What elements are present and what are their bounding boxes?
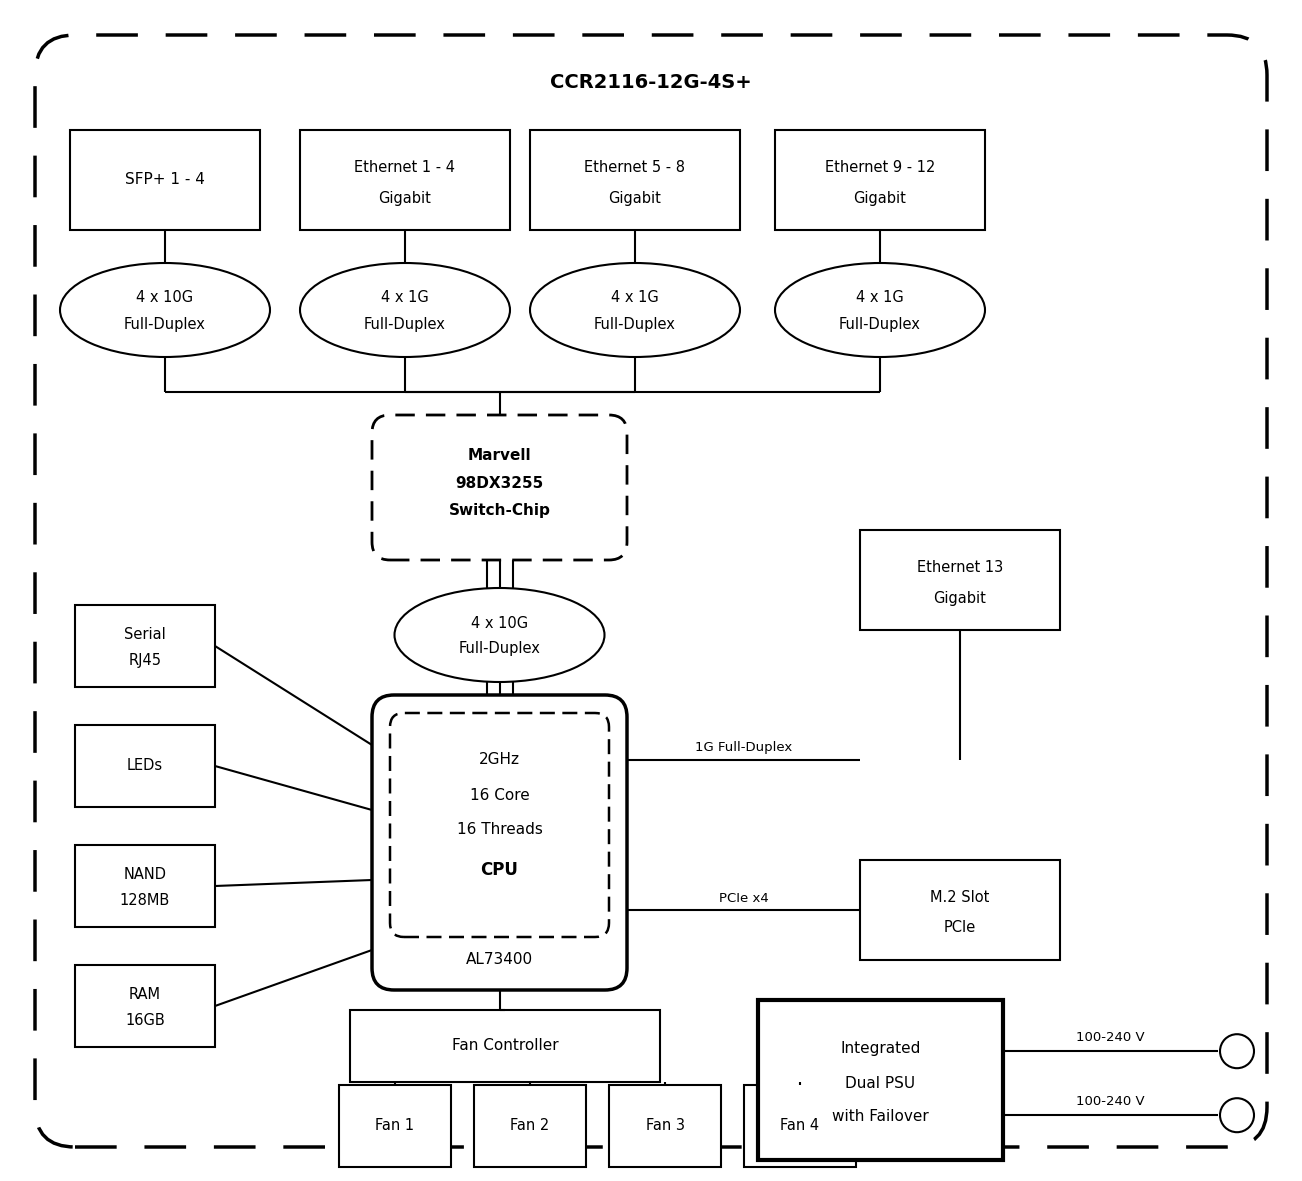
Bar	[861, 530, 1060, 629]
Circle shape	[1220, 1035, 1254, 1068]
Text: CCR2116-12G-4S+: CCR2116-12G-4S+	[551, 72, 751, 91]
Bar	[76, 725, 215, 807]
Text: Gigabit: Gigabit	[379, 190, 431, 205]
Ellipse shape	[60, 263, 270, 357]
Bar	[76, 965, 215, 1048]
Bar	[339, 1085, 450, 1167]
Text: 4 x 10G: 4 x 10G	[471, 615, 529, 631]
Text: 98DX3255: 98DX3255	[456, 476, 544, 490]
Text: RJ45: RJ45	[129, 653, 161, 668]
Text: CPU: CPU	[480, 861, 518, 879]
Ellipse shape	[395, 588, 604, 681]
Text: Fan 3: Fan 3	[646, 1118, 685, 1134]
Text: 2GHz: 2GHz	[479, 752, 519, 768]
Text: Integrated: Integrated	[840, 1040, 921, 1056]
Text: PCIe x4: PCIe x4	[719, 892, 768, 905]
Text: Ethernet 13: Ethernet 13	[917, 561, 1003, 575]
Text: Gigabit: Gigabit	[608, 190, 661, 205]
Text: NAND: NAND	[124, 867, 167, 882]
Text: LEDs: LEDs	[126, 758, 163, 774]
Text: Gigabit: Gigabit	[854, 190, 906, 205]
Bar	[861, 860, 1060, 960]
Text: Full-Duplex: Full-Duplex	[594, 317, 676, 332]
Text: 4 x 1G: 4 x 1G	[611, 291, 659, 306]
Text: Full-Duplex: Full-Duplex	[838, 317, 921, 332]
Text: Switch-Chip: Switch-Chip	[449, 503, 551, 518]
Bar	[530, 130, 740, 230]
Bar	[743, 1085, 855, 1167]
Text: 16 Core: 16 Core	[470, 788, 530, 803]
Text: Fan 1: Fan 1	[375, 1118, 414, 1134]
Bar	[76, 605, 215, 687]
Text: 100-240 V: 100-240 V	[1077, 1095, 1144, 1108]
Text: Fan Controller: Fan Controller	[452, 1038, 559, 1053]
Text: Gigabit: Gigabit	[934, 590, 987, 606]
Text: Full-Duplex: Full-Duplex	[458, 641, 540, 657]
Ellipse shape	[775, 263, 986, 357]
Bar	[350, 1010, 660, 1082]
Text: Fan 2: Fan 2	[510, 1118, 549, 1134]
Text: Full-Duplex: Full-Duplex	[124, 317, 206, 332]
Bar	[76, 844, 215, 927]
Text: Marvell: Marvell	[467, 448, 531, 463]
Text: Ethernet 5 - 8: Ethernet 5 - 8	[585, 161, 685, 176]
Text: M.2 Slot: M.2 Slot	[931, 890, 990, 906]
Text: PCIe: PCIe	[944, 920, 976, 935]
Ellipse shape	[299, 263, 510, 357]
Bar	[609, 1085, 721, 1167]
Text: Fan 4: Fan 4	[780, 1118, 819, 1134]
Text: Dual PSU: Dual PSU	[845, 1076, 915, 1091]
Text: AL73400: AL73400	[466, 953, 533, 967]
FancyBboxPatch shape	[35, 35, 1267, 1147]
Text: 100-240 V: 100-240 V	[1077, 1031, 1144, 1044]
Bar	[775, 130, 986, 230]
Text: 4 x 1G: 4 x 1G	[381, 291, 428, 306]
Text: 16 Threads: 16 Threads	[457, 822, 543, 837]
Text: Ethernet 1 - 4: Ethernet 1 - 4	[354, 161, 456, 176]
Text: 4 x 10G: 4 x 10G	[137, 291, 194, 306]
FancyBboxPatch shape	[372, 694, 628, 990]
Text: 16GB: 16GB	[125, 1013, 165, 1029]
Text: RAM: RAM	[129, 987, 161, 1001]
Bar	[299, 130, 510, 230]
Text: 128MB: 128MB	[120, 893, 171, 908]
Text: SFP+ 1 - 4: SFP+ 1 - 4	[125, 172, 204, 188]
Ellipse shape	[530, 263, 740, 357]
Text: with Failover: with Failover	[832, 1109, 928, 1124]
Text: 1G Full-Duplex: 1G Full-Duplex	[695, 742, 792, 755]
Text: Full-Duplex: Full-Duplex	[365, 317, 447, 332]
Bar	[474, 1085, 586, 1167]
Bar	[758, 1000, 1003, 1160]
FancyBboxPatch shape	[372, 415, 628, 560]
Text: Serial: Serial	[124, 627, 165, 642]
Bar	[70, 130, 260, 230]
Circle shape	[1220, 1098, 1254, 1133]
FancyBboxPatch shape	[391, 713, 609, 937]
Text: Ethernet 9 - 12: Ethernet 9 - 12	[824, 161, 935, 176]
Text: 4 x 1G: 4 x 1G	[857, 291, 904, 306]
